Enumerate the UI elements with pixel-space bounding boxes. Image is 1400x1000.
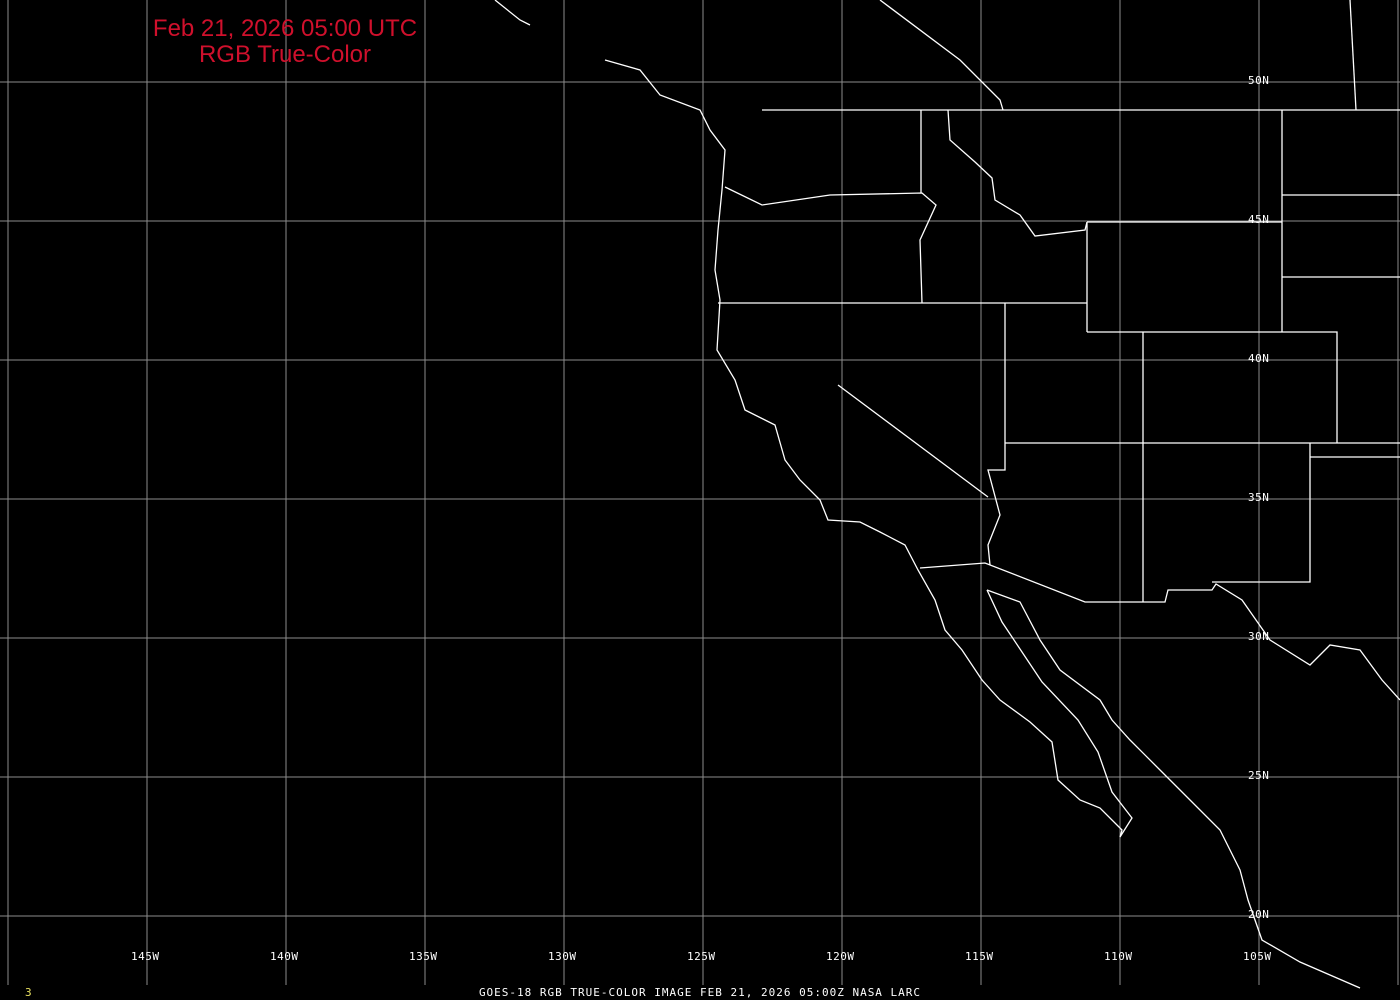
coastline-north	[494, 0, 531, 26]
state-id-mt	[947, 109, 1088, 237]
longitude-label: 110W	[1104, 950, 1133, 963]
state-ca-nv	[837, 384, 989, 498]
canada-line-2	[879, 0, 1004, 111]
longitude-label: 135W	[409, 950, 438, 963]
longitude-label: 140W	[270, 950, 299, 963]
longitude-label: 145W	[131, 950, 160, 963]
state-wy-south	[1087, 331, 1338, 443]
frame-number: 3	[25, 986, 32, 999]
latitude-label: 20N	[1248, 908, 1270, 921]
state-or-wa	[724, 186, 937, 304]
map-title-product: RGB True-Color	[198, 41, 372, 68]
coastline-mexico-mainland	[986, 589, 1361, 989]
latitude-label: 45N	[1248, 213, 1270, 226]
longitude-label: 105W	[1243, 950, 1272, 963]
canada-line	[1349, 0, 1357, 111]
state-nm-east	[1212, 443, 1311, 583]
us-mexico-border	[919, 562, 1400, 701]
coastline-pacific	[604, 59, 1123, 838]
latitude-label: 50N	[1248, 74, 1270, 87]
boundaries	[494, 0, 1400, 989]
longitude-label: 130W	[548, 950, 577, 963]
latitude-label: 35N	[1248, 491, 1270, 504]
coastline-baja-gulf	[986, 589, 1133, 838]
longitude-label: 120W	[826, 950, 855, 963]
latitude-label: 40N	[1248, 352, 1270, 365]
latitude-label: 30N	[1248, 630, 1270, 643]
longitude-label: 125W	[687, 950, 716, 963]
image-caption: GOES-18 RGB TRUE-COLOR IMAGE FEB 21, 202…	[478, 986, 922, 999]
map-title-time: Feb 21, 2026 05:00 UTC	[152, 15, 418, 42]
longitude-label: 115W	[965, 950, 994, 963]
state-nv-ut	[987, 303, 1006, 566]
latitude-label: 25N	[1248, 769, 1270, 782]
